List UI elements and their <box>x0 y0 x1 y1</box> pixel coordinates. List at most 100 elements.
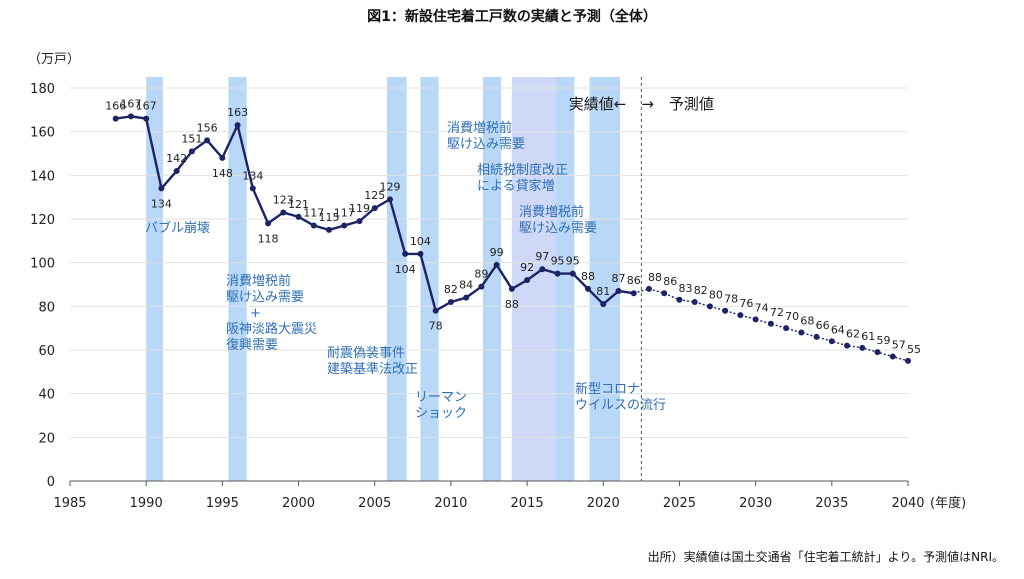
data-label-forecast: 76 <box>739 297 753 310</box>
data-label-actual: 89 <box>474 268 488 281</box>
event-annotation: 新型コロナウイルスの流行 <box>575 381 666 413</box>
data-point-actual <box>417 250 424 257</box>
data-point-actual <box>204 137 211 144</box>
data-label-forecast: 57 <box>892 339 906 352</box>
data-point-actual <box>630 290 637 297</box>
data-point-forecast <box>828 338 835 345</box>
data-label-forecast: 70 <box>785 310 799 323</box>
data-label-actual: 95 <box>566 255 580 268</box>
y-axis-label: （万戸） <box>28 52 80 67</box>
data-point-forecast <box>844 342 851 349</box>
chart-title: 図1：新設住宅着工戸数の実績と予測（全体） <box>367 9 657 25</box>
annotation-line: 駆け込み需要 <box>519 221 597 236</box>
x-tick-label: 2015 <box>511 496 544 511</box>
data-label-actual: 92 <box>520 261 534 274</box>
data-point-forecast <box>676 296 683 303</box>
data-label-actual: 82 <box>444 283 458 296</box>
data-point-forecast <box>752 316 759 323</box>
data-label-actual: 118 <box>258 232 279 245</box>
data-label-forecast: 74 <box>755 301 769 314</box>
data-point-actual <box>493 261 500 268</box>
data-label-actual: 117 <box>303 207 324 220</box>
data-label-forecast: 62 <box>846 328 860 341</box>
data-point-forecast <box>722 307 729 314</box>
data-point-actual <box>310 222 317 229</box>
data-point-actual <box>508 285 515 292</box>
y-tick-label: 120 <box>30 213 55 228</box>
x-tick-label: 2040 <box>891 496 924 511</box>
annotation-line: + <box>250 306 261 321</box>
data-label-actual: 125 <box>364 189 385 202</box>
x-tick-label: 1995 <box>206 496 239 511</box>
event-band-3 <box>386 77 407 481</box>
data-point-actual <box>371 205 378 212</box>
event-annotation: リーマンショック <box>415 390 467 421</box>
data-label-actual: 104 <box>410 235 431 248</box>
data-label-actual: 142 <box>166 152 187 165</box>
annotation-line: による貸家増 <box>477 178 555 194</box>
data-point-actual <box>386 196 393 203</box>
data-point-forecast <box>905 357 911 364</box>
y-tick-label: 0 <box>47 475 55 490</box>
y-tick-label: 160 <box>30 126 55 141</box>
data-label-actual: 134 <box>242 169 263 182</box>
annotation-line: 建築基準法改正 <box>327 361 418 377</box>
data-point-actual <box>219 154 226 161</box>
data-point-actual <box>569 270 576 277</box>
data-label-actual: 88 <box>505 298 519 311</box>
data-label-actual: 163 <box>227 106 248 119</box>
data-point-forecast <box>798 329 805 336</box>
event-annotation: バブル崩壊 <box>145 220 210 236</box>
event-annotation: 消費増税前駆け込み需要 <box>519 204 597 236</box>
y-tick-label: 80 <box>38 300 55 315</box>
data-point-forecast <box>767 320 774 327</box>
x-tick-label: 2000 <box>282 496 315 511</box>
y-tick-label: 20 <box>38 431 55 446</box>
y-tick-label: 40 <box>38 388 55 403</box>
data-point-actual <box>188 148 195 155</box>
event-band-4 <box>420 77 439 481</box>
data-label-actual: 104 <box>395 263 416 276</box>
data-label-actual: 84 <box>459 279 473 292</box>
data-label-forecast: 83 <box>678 282 692 295</box>
data-label-actual: 81 <box>596 285 610 298</box>
data-label-actual: 95 <box>551 255 565 268</box>
data-point-actual <box>402 250 409 257</box>
annotation-line: 新型コロナ <box>575 381 640 397</box>
event-annotation: 耐震偽装事件建築基準法改正 <box>327 346 418 377</box>
data-point-forecast <box>661 290 668 297</box>
annotation-line: 消費増税前 <box>447 120 512 136</box>
data-label-forecast: 82 <box>694 284 708 297</box>
annotation-line: 消費増税前 <box>226 273 291 289</box>
x-tick-label: 2005 <box>358 496 391 511</box>
x-tick-label: 2035 <box>815 496 848 511</box>
data-point-actual <box>173 167 180 174</box>
annotation-line: 耐震偽装事件 <box>327 346 405 361</box>
data-point-forecast <box>889 353 896 360</box>
annotation-line: リーマン <box>415 390 467 405</box>
data-label-forecast: 64 <box>831 323 845 336</box>
data-label-forecast: 78 <box>724 293 738 306</box>
data-point-forecast <box>737 312 744 319</box>
data-point-actual <box>478 283 485 290</box>
data-label-actual: 156 <box>197 121 218 134</box>
data-point-actual <box>463 294 470 301</box>
annotation-line: バブル崩壊 <box>145 220 210 236</box>
data-point-forecast <box>645 285 652 292</box>
annotation-line: 相続税制度改正 <box>477 162 568 178</box>
x-axis-label: (年度) <box>930 495 966 511</box>
event-band-6 <box>511 77 557 481</box>
event-band-8 <box>589 77 621 481</box>
data-point-actual <box>280 209 287 216</box>
x-tick-label: 2025 <box>663 496 696 511</box>
data-point-actual <box>615 288 622 295</box>
data-point-actual <box>432 307 439 314</box>
data-point-actual <box>249 185 256 192</box>
data-point-actual <box>265 220 272 227</box>
annotation-line: 復興需要 <box>226 337 278 353</box>
event-band-5 <box>482 77 502 481</box>
data-label-actual: 148 <box>212 167 233 180</box>
data-label-forecast: 88 <box>648 271 662 284</box>
